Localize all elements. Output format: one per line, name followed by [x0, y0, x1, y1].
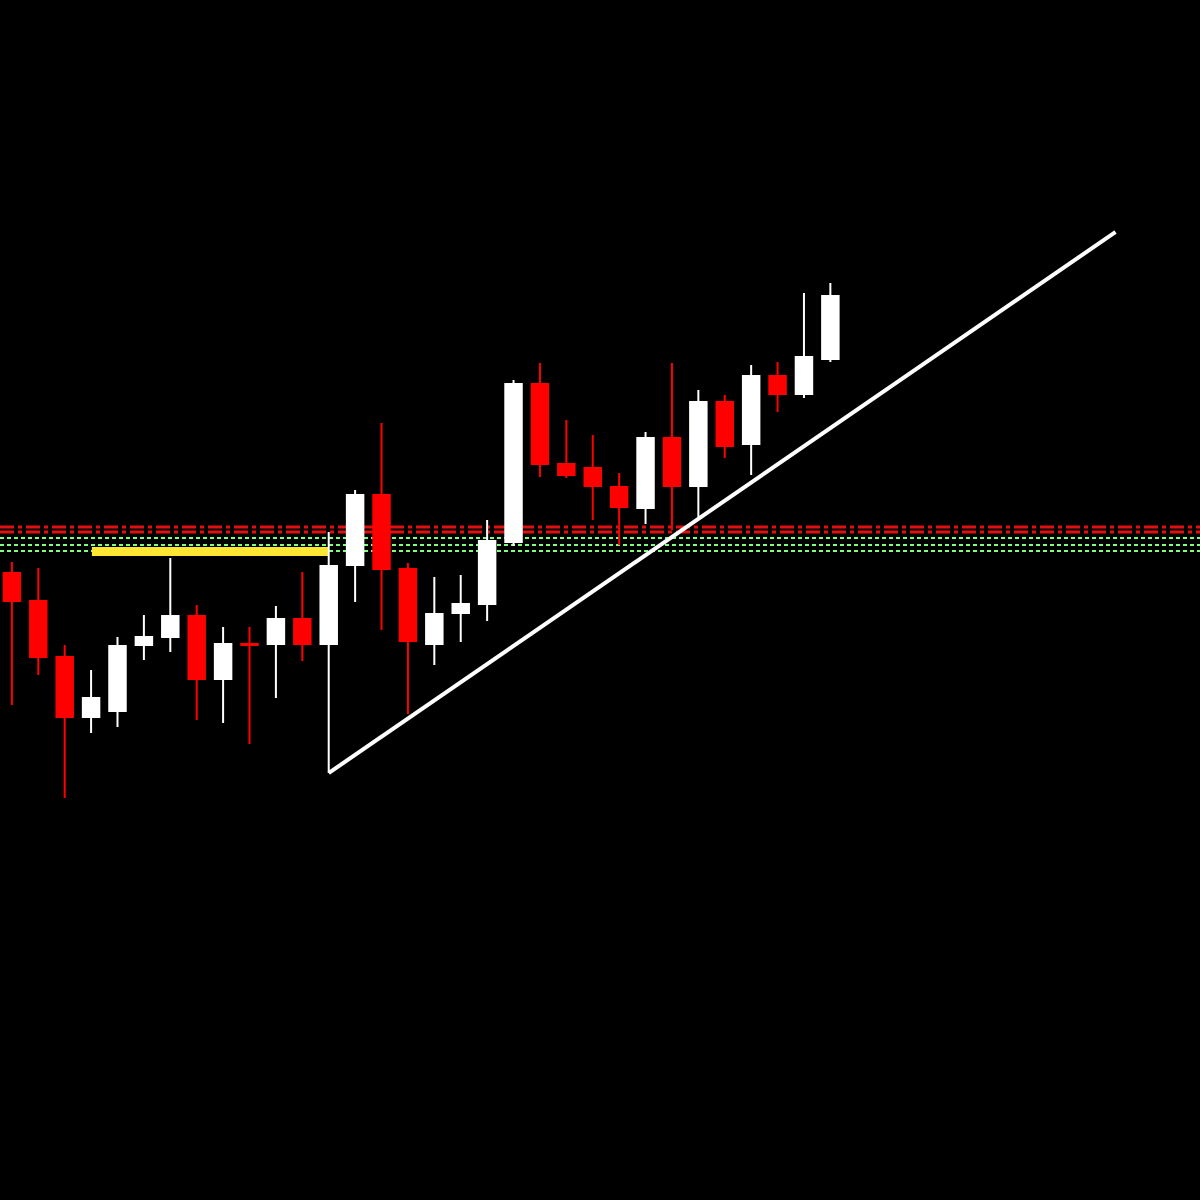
candle-body — [530, 383, 550, 465]
candle-body — [213, 643, 233, 680]
candle-body — [689, 401, 708, 487]
candle-body — [583, 467, 602, 487]
candle-body — [134, 636, 154, 646]
candle-body — [768, 375, 787, 395]
candle-body — [477, 540, 497, 605]
candle-body — [662, 437, 682, 487]
candle-body — [794, 356, 814, 395]
trendline — [327, 230, 1117, 775]
candle-body — [161, 615, 180, 638]
candle-body — [293, 618, 312, 645]
candle-body — [345, 494, 365, 566]
candle-body — [821, 295, 840, 360]
candle-body — [319, 565, 338, 645]
candle-body — [187, 615, 206, 680]
candle-body — [425, 613, 444, 645]
candle-body — [715, 401, 734, 447]
candle-body — [504, 383, 523, 543]
candle-body — [557, 463, 576, 476]
candle-body — [398, 568, 418, 642]
zone — [91, 547, 328, 556]
candle-body — [636, 437, 655, 509]
candle-body — [451, 603, 470, 614]
candle-body — [372, 494, 391, 570]
candle-body — [266, 618, 286, 645]
candle-body — [29, 600, 48, 658]
candle-body — [240, 643, 259, 646]
candle-body — [81, 697, 101, 718]
candle-body — [55, 656, 74, 718]
candle-body — [2, 572, 22, 602]
candle-body — [741, 375, 761, 445]
candle-body — [108, 645, 127, 712]
candle-body — [609, 486, 629, 508]
